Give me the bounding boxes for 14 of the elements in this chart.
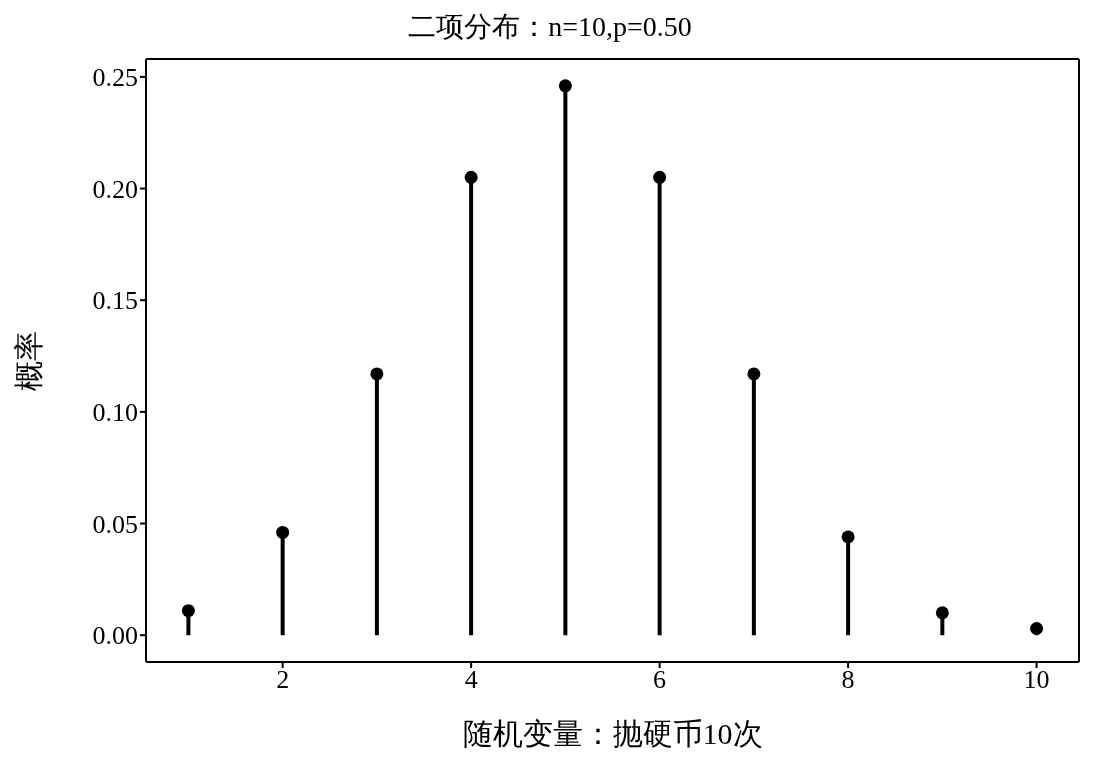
y-tick-label: 0.00 bbox=[92, 621, 138, 651]
y-tick-label: 0.05 bbox=[92, 509, 138, 539]
x-tick-label: 2 bbox=[276, 665, 290, 695]
x-axis-title: 随机变量：抛硬币10次 bbox=[462, 717, 763, 750]
y-tick-label: 0.25 bbox=[92, 63, 138, 93]
y-tick-label: 0.15 bbox=[92, 286, 138, 316]
y-axis-title: 概率 bbox=[11, 330, 45, 391]
x-tick-label: 8 bbox=[841, 665, 855, 695]
y-tick-label: 0.20 bbox=[92, 174, 138, 204]
x-tick-label: 4 bbox=[464, 665, 478, 695]
y-tick-label: 0.10 bbox=[92, 398, 138, 428]
x-tick-label: 6 bbox=[653, 665, 667, 695]
chart-title: 二项分布：n=10,p=0.50 bbox=[407, 10, 693, 44]
x-tick-label: 10 bbox=[1023, 665, 1050, 695]
